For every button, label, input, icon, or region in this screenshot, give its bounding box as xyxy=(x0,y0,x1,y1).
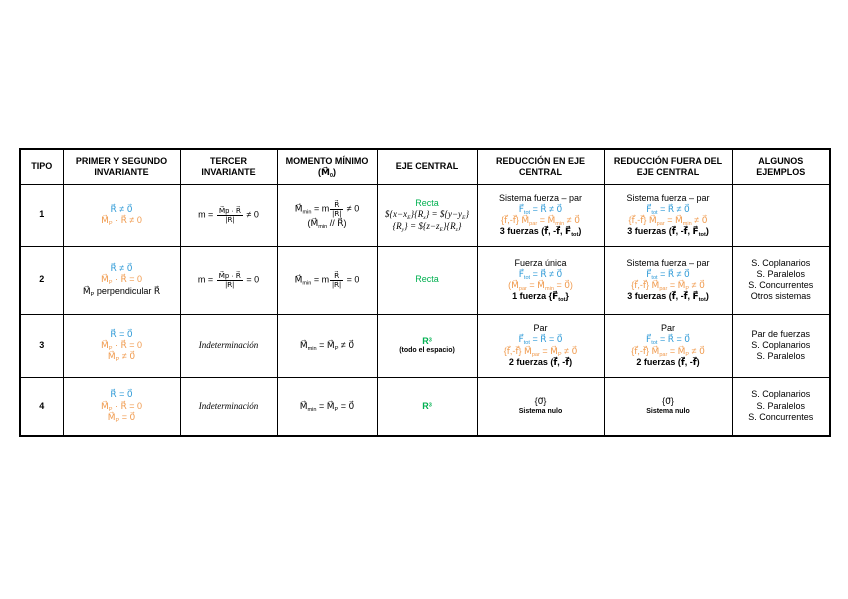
table-row-tipo-1: 1 R⃗ ≠ 0⃗ M⃗P · R⃗ ≠ 0 m = M⃗p · R⃗ |R⃗| ≠… xyxy=(19,183,831,247)
cell-tipo: 3 xyxy=(19,313,64,378)
cell-eje-central: R3 xyxy=(376,376,478,437)
cell-reduccion-fuera: Sistema fuerza – par F⃗tot = R⃗ ≠ 0⃗ {f⃗,-… xyxy=(603,245,733,315)
header-tercer-invariante: TERCER INVARIANTE xyxy=(179,148,278,185)
cell-reduccion-fuera: Sistema fuerza – par F⃗tot = R⃗ ≠ 0⃗ {f⃗,-… xyxy=(603,183,733,247)
cell-momento-minimo: M⃗min = M⃗P = 0⃗ xyxy=(276,376,378,437)
header-eje-central: EJE CENTRAL xyxy=(376,148,478,185)
header-row: TIPO PRIMER Y SEGUNDO INVARIANTE TERCER … xyxy=(19,148,831,185)
cell-ejemplos: S. Coplanarios S. Paralelos S. Concurrente… xyxy=(731,245,831,315)
cell-ejemplos xyxy=(731,183,831,247)
header-tipo: TIPO xyxy=(19,148,64,185)
table-row-tipo-4: 4 R⃗ = 0⃗ M⃗P · R⃗ = 0 M⃗P = 0⃗ Indetermin… xyxy=(19,376,831,437)
cell-reduccion-eje: {0⃗} Sistema nulo xyxy=(476,376,605,437)
cell-eje-central: Recta ${x−xE}{Rx} = ${y−yE}{Ry} = ${z−zE}… xyxy=(376,183,478,247)
cell-momento-minimo: M⃗min = M⃗P ≠ 0⃗ xyxy=(276,313,378,378)
cell-tercer-invariante: Indeterminación xyxy=(179,376,278,437)
cell-tipo: 4 xyxy=(19,376,64,437)
cell-tercer-invariante: m = M⃗p · R⃗ |R⃗| = 0 xyxy=(179,245,278,315)
cell-invariante: R⃗ = 0⃗ M⃗P · R⃗ = 0 M⃗P ≠ 0⃗ xyxy=(62,313,181,378)
cell-tercer-invariante: m = M⃗p · R⃗ |R⃗| ≠ 0 xyxy=(179,183,278,247)
cell-ejemplos: Par de fuerzas S. Coplanarios S. Paralelos xyxy=(731,313,831,378)
header-reduccion-fuera-eje: REDUCCIÓN FUERA DEL EJE CENTRAL xyxy=(603,148,733,185)
cell-reduccion-fuera: {0⃗} Sistema nulo xyxy=(603,376,733,437)
cell-reduccion-eje: Fuerza única F⃗tot = R⃗ ≠ 0⃗ (M⃗par = M⃗mi… xyxy=(476,245,605,315)
header-reduccion-eje-central: REDUCCIÓN EN EJE CENTRAL xyxy=(476,148,605,185)
header-algunos-ejemplos: ALGUNOS EJEMPLOS xyxy=(731,148,831,185)
cell-invariante: R⃗ ≠ 0⃗ M⃗P · R⃗ ≠ 0 xyxy=(62,183,181,247)
cell-tipo: 1 xyxy=(19,183,64,247)
table-row-tipo-2: 2 R⃗ ≠ 0⃗ M⃗P · R⃗ = 0 M⃗P perpendicular R… xyxy=(19,245,831,315)
table-row-tipo-3: 3 R⃗ = 0⃗ M⃗P · R⃗ = 0 M⃗P ≠ 0⃗ Indetermin… xyxy=(19,313,831,378)
cell-momento-minimo: M⃗min = m R⃗ |R⃗| = 0 xyxy=(276,245,378,315)
cell-eje-central: R3 (todo el espacio) xyxy=(376,313,478,378)
cell-invariante: R⃗ = 0⃗ M⃗P · R⃗ = 0 M⃗P = 0⃗ xyxy=(62,376,181,437)
cell-reduccion-eje: Sistema fuerza – par F⃗tot = R⃗ ≠ 0⃗ {f⃗,-… xyxy=(476,183,605,247)
cell-momento-minimo: M⃗min = m R⃗ |R⃗| ≠ 0 (M⃗min // R⃗) xyxy=(276,183,378,247)
cell-reduccion-fuera: Par F⃗tot = R⃗ = 0⃗ {f⃗,-f⃗} M⃗par = M⃗P ≠… xyxy=(603,313,733,378)
header-momento-minimo: MOMENTO MÍNIMO (M⃗0) xyxy=(276,148,378,185)
cell-tipo: 2 xyxy=(19,245,64,315)
invariants-table: TIPO PRIMER Y SEGUNDO INVARIANTE TERCER … xyxy=(19,148,831,437)
cell-reduccion-eje: Par F⃗tot = R⃗ = 0⃗ {f⃗,-f⃗} M⃗par = M⃗P ≠… xyxy=(476,313,605,378)
header-primer-segundo-invariante: PRIMER Y SEGUNDO INVARIANTE xyxy=(62,148,181,185)
cell-invariante: R⃗ ≠ 0⃗ M⃗P · R⃗ = 0 M⃗P perpendicular R⃗ xyxy=(62,245,181,315)
cell-tercer-invariante: Indeterminación xyxy=(179,313,278,378)
cell-eje-central: Recta xyxy=(376,245,478,315)
cell-ejemplos: S. Coplanarios S. Paralelos S. Concurrente… xyxy=(731,376,831,437)
